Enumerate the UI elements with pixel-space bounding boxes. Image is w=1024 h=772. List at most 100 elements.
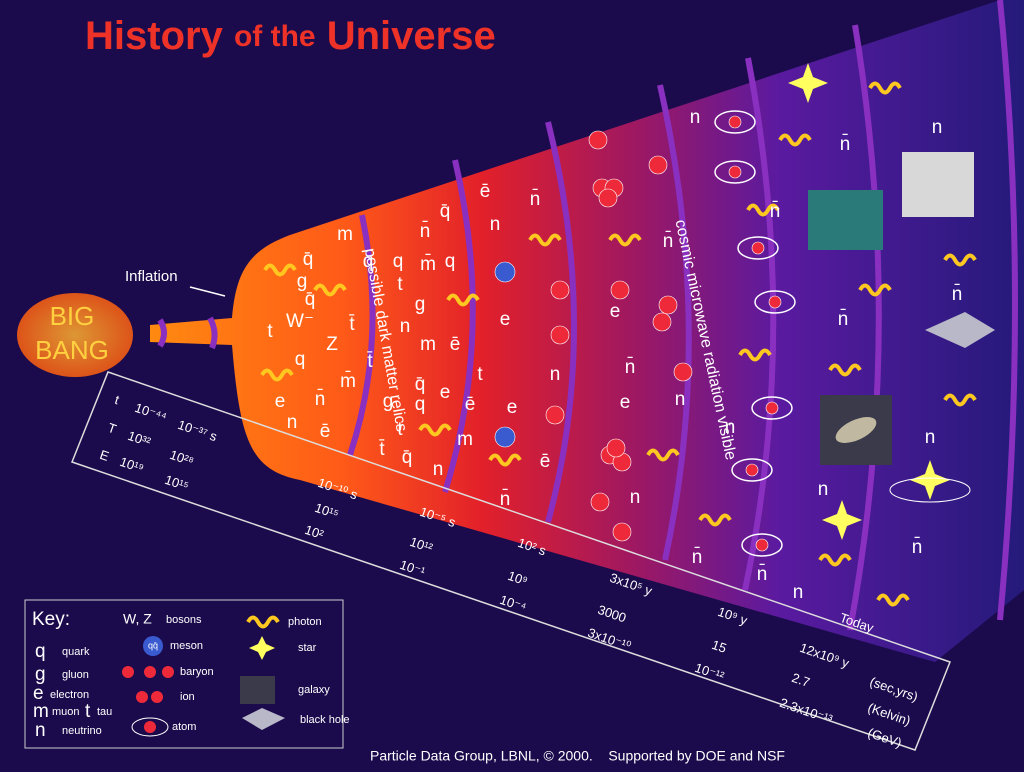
particle-symbol: n	[490, 214, 501, 235]
particle-symbol: t	[267, 321, 273, 342]
particle-ball	[550, 325, 570, 345]
key-label: bosons	[166, 614, 202, 626]
key-label: muon	[52, 706, 80, 718]
timeline-value: 10¹⁵	[313, 500, 341, 522]
epoch-arc	[157, 318, 167, 348]
particle-symbol: q̄	[303, 249, 314, 270]
particle-symbol: ē	[465, 394, 476, 415]
key-ball	[144, 666, 156, 678]
particle-symbol: n	[690, 107, 701, 128]
timeline-value: 10¹²	[408, 534, 435, 556]
orbit	[889, 477, 971, 503]
particle-symbol: n̄	[770, 201, 781, 222]
key-symbol: qq̄	[148, 640, 158, 650]
big-bang: BANG	[35, 335, 109, 365]
photon	[260, 368, 294, 382]
particle-symbol: e	[620, 392, 631, 413]
epoch-arc	[347, 214, 376, 456]
particle-symbol: n̄	[757, 564, 768, 585]
particle-symbol: e	[507, 397, 518, 418]
particle-ball	[728, 165, 742, 179]
photon	[738, 348, 772, 362]
photon	[943, 253, 977, 267]
epoch-arc	[847, 24, 882, 631]
photon	[746, 203, 780, 217]
particle-ball	[545, 405, 565, 425]
universe-cone	[150, 0, 1024, 662]
particle-ball	[610, 280, 630, 300]
particle-symbol: m̄	[340, 371, 356, 392]
key-photon	[246, 615, 280, 629]
epoch-arc	[742, 57, 777, 591]
key-label: black hole	[300, 714, 350, 726]
atom	[754, 290, 796, 314]
particle-ball	[768, 295, 782, 309]
particle-symbol: q	[415, 394, 426, 415]
title: History of the Universe	[85, 14, 496, 58]
black-hole	[925, 312, 995, 348]
particle-symbol: e	[500, 309, 511, 330]
timeline-value: 10¹⁹	[118, 454, 146, 476]
particle-symbol: n̄	[952, 284, 963, 305]
timeline-value: 10²⁸	[168, 447, 196, 469]
particle-symbol: n̄	[420, 221, 431, 242]
atom	[714, 160, 756, 184]
key-ball	[136, 691, 148, 703]
timeline-value: 10³²	[126, 428, 153, 450]
big-bang: BIG	[50, 301, 95, 331]
key-label: quark	[62, 646, 90, 658]
star	[788, 63, 828, 103]
key-label: ion	[180, 691, 195, 703]
photon	[313, 283, 347, 297]
particle-symbol: ē	[480, 181, 491, 202]
epoch-arc	[545, 121, 577, 523]
particle-symbol: q	[363, 251, 374, 272]
particle-symbol: n	[550, 364, 561, 385]
particle-ball	[612, 522, 632, 542]
particle-symbol: ē	[540, 451, 551, 472]
particle-symbol: q	[445, 251, 456, 272]
footer: Particle Data Group, LBNL, © 2000. Suppo…	[370, 748, 785, 764]
star	[822, 500, 862, 540]
photon	[828, 363, 862, 377]
atom	[731, 458, 773, 482]
particle-symbol: n̄	[840, 134, 851, 155]
particle-symbol: n̄	[625, 357, 636, 378]
particle-ball	[550, 280, 570, 300]
particle-symbol: n̄	[692, 547, 703, 568]
particle-symbol: t̄	[349, 314, 356, 335]
particle-ball	[494, 261, 516, 283]
timeline-value: 10¹⁵	[163, 472, 191, 494]
photon	[943, 393, 977, 407]
key-label: meson	[170, 640, 203, 652]
galaxy	[835, 417, 877, 443]
key-symbol: n	[35, 720, 46, 741]
big-bang-glow	[17, 293, 133, 377]
key-label: galaxy	[298, 684, 330, 696]
particle-ball	[755, 538, 769, 552]
particle-symbol: n	[287, 412, 298, 433]
key-symbol: e	[33, 683, 44, 704]
particle-ball	[658, 295, 678, 315]
timeline-row-label: t	[113, 392, 122, 407]
photon	[698, 513, 732, 527]
key-ball	[144, 721, 156, 733]
timeline-value: 10²	[303, 522, 326, 543]
particle-symbol: q̄	[415, 374, 426, 395]
photon	[488, 453, 522, 467]
particle-symbol: Z	[326, 334, 338, 355]
particle-symbol: e	[275, 391, 286, 412]
epoch-arc	[207, 316, 218, 350]
particle-ball	[728, 115, 742, 129]
particle-ball	[590, 492, 610, 512]
epoch-arcs	[157, 0, 1018, 631]
particle-symbol: t̄	[367, 351, 374, 372]
particle-symbol: t	[397, 419, 403, 440]
key-symbol: W, Z	[123, 611, 152, 627]
key-atom	[131, 717, 169, 737]
key-galaxy	[240, 676, 275, 704]
inflation-arrow	[189, 286, 226, 297]
particle-ball	[588, 130, 608, 150]
star	[910, 460, 950, 500]
decorations	[260, 63, 995, 607]
